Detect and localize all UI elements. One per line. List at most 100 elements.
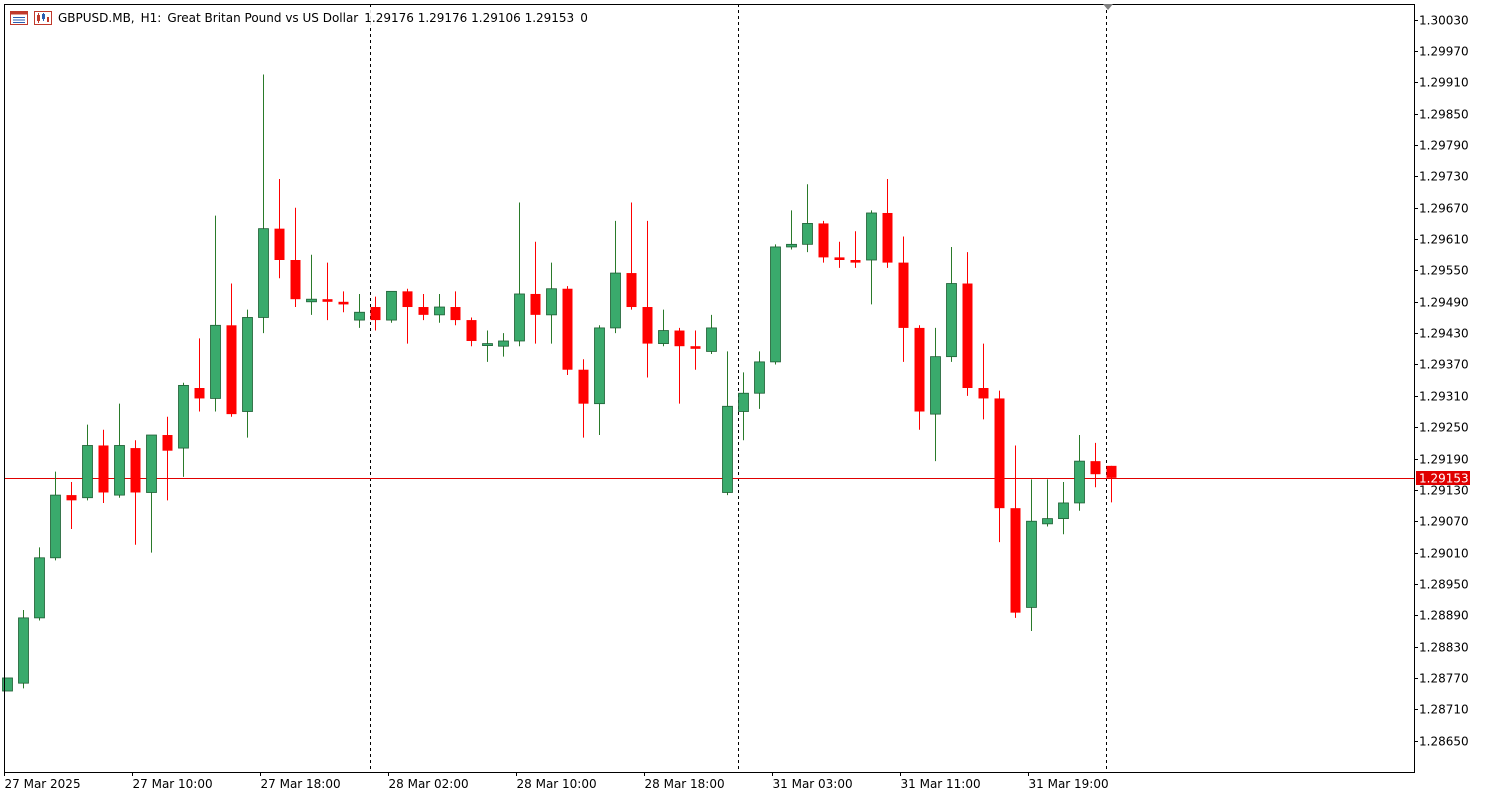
ohlc-values: 1.29176 1.29176 1.29106 1.29153 [364, 11, 575, 25]
y-tick-label: 1.29250 [1419, 421, 1469, 435]
candle-24 [370, 296, 381, 331]
candle-2 [18, 610, 29, 689]
window-menu-icon[interactable] [10, 11, 28, 25]
candle-body [674, 330, 685, 347]
candle-body [1074, 460, 1085, 504]
candle-body [162, 435, 173, 451]
candle-body [882, 212, 893, 263]
candle-63 [994, 390, 1005, 543]
candle-6 [82, 424, 93, 501]
x-tick-label: 31 Mar 03:00 [773, 777, 853, 791]
candle-body [482, 343, 493, 346]
candle-body [754, 361, 765, 394]
candle-57 [898, 236, 909, 362]
candle-42 [658, 309, 669, 347]
y-tick-label: 1.29370 [1419, 358, 1469, 372]
candle-52 [818, 220, 829, 263]
chart-type-icon[interactable] [34, 11, 52, 25]
candle-body [1010, 508, 1021, 613]
chart-border [4, 4, 1415, 773]
candle-10 [146, 434, 157, 553]
candle-44 [690, 330, 701, 370]
candle-body [994, 398, 1005, 509]
candle-25 [386, 290, 397, 323]
candle-26 [402, 288, 413, 344]
candle-21 [322, 262, 333, 321]
candle-body [786, 243, 797, 248]
candle-body [402, 291, 413, 308]
x-tick-label: 27 Mar 18:00 [261, 777, 341, 791]
candle-body [290, 260, 301, 300]
timeframe-label: H1: [140, 11, 162, 25]
candle-22 [338, 291, 349, 313]
candle-59 [930, 327, 941, 462]
symbol-label: GBPUSD.MB, [58, 11, 135, 25]
candle-16 [242, 309, 253, 438]
candle-body [818, 223, 829, 258]
y-tick-label: 1.28770 [1419, 672, 1469, 686]
candle-56 [882, 179, 893, 268]
candle-body [210, 324, 221, 399]
candle-body [386, 290, 397, 321]
candle-31 [482, 330, 493, 362]
candle-60 [946, 246, 957, 362]
candle-body [514, 293, 525, 342]
candle-54 [850, 231, 861, 268]
y-tick-label: 1.29310 [1419, 390, 1469, 404]
candle-65 [1026, 479, 1037, 631]
candle-body [930, 356, 941, 415]
candle-70 [1106, 465, 1117, 503]
x-tick-label: 28 Mar 18:00 [645, 777, 725, 791]
candle-body [802, 223, 813, 245]
candle-body [1042, 518, 1053, 525]
candles [2, 74, 1117, 692]
candle-body [338, 301, 349, 305]
candle-5 [66, 482, 77, 530]
price-axis[interactable]: 1.30030 1.29970 1.29910 1.29850 1.29790 1.297… [1414, 14, 1469, 749]
candle-body [610, 272, 621, 329]
candle-51 [802, 184, 813, 253]
candle-11 [162, 416, 173, 501]
time-axis[interactable]: 27 Mar 2025 27 Mar 10:00 27 Mar 18:00 28 Ma… [4, 772, 1109, 791]
candle-body [274, 228, 285, 260]
current-price-label-bg [1416, 471, 1470, 485]
candle-body [1026, 520, 1037, 608]
candle-64 [1010, 445, 1021, 618]
candle-58 [914, 325, 925, 430]
candle-62 [978, 343, 989, 420]
candle-body [658, 330, 669, 344]
candle-body [450, 307, 461, 321]
x-tick-label: 31 Mar 19:00 [1029, 777, 1109, 791]
candle-body [866, 212, 877, 261]
candle-body [946, 283, 957, 358]
candle-body [530, 293, 541, 315]
candle-29 [450, 291, 461, 326]
y-tick-label: 1.29010 [1419, 547, 1469, 561]
y-tick-label: 1.29190 [1419, 453, 1469, 467]
candle-47 [738, 372, 749, 441]
chart-shift-marker[interactable] [1103, 4, 1113, 10]
candle-body [722, 405, 733, 493]
candle-body [466, 320, 477, 341]
candle-20 [306, 254, 317, 315]
candle-body [418, 307, 429, 315]
candle-body [546, 288, 557, 316]
candle-body [98, 445, 109, 493]
y-tick-label: 1.29970 [1419, 45, 1469, 59]
candle-38 [594, 325, 605, 436]
candle-body [18, 617, 29, 684]
candle-69 [1090, 442, 1101, 488]
candle-41 [642, 220, 653, 378]
x-tick-label: 28 Mar 02:00 [389, 777, 469, 791]
candle-body [50, 494, 61, 559]
y-tick-label: 1.29910 [1419, 76, 1469, 90]
candle-body [34, 557, 45, 619]
candle-50 [786, 210, 797, 250]
candle-28 [434, 293, 445, 323]
candle-66 [1042, 479, 1053, 527]
candle-body [1090, 461, 1101, 475]
candle-34 [530, 241, 541, 344]
day-separators [370, 4, 1107, 772]
